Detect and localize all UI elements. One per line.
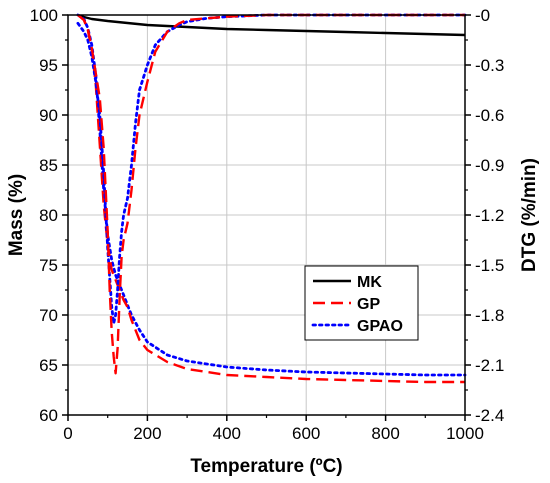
y2-tick-label: -2.4: [475, 406, 504, 425]
y-tick-label: 65: [39, 356, 58, 375]
y2-tick-label: -1.5: [475, 256, 504, 275]
y2-tick-label: -1.2: [475, 206, 504, 225]
x-tick-label: 600: [292, 424, 320, 443]
legend: MK GP GPAO: [304, 265, 419, 341]
y-tick-label: 90: [39, 106, 58, 125]
y2-tick-label: -0.6: [475, 106, 504, 125]
x-tick-label: 200: [133, 424, 161, 443]
x-tick-label: 0: [63, 424, 72, 443]
x-axis-title: Temperature (ºC): [190, 456, 342, 477]
x-tick-label: 1000: [446, 424, 484, 443]
grid: [68, 15, 465, 415]
y2-tick-label: -0.9: [475, 156, 504, 175]
y-tick-label: 70: [39, 306, 58, 325]
axis-ticks: [62, 14, 471, 421]
series-line-gpao-right: [76, 13, 467, 325]
y-tick-label: 60: [39, 406, 58, 425]
y-axis-title: Mass (%): [6, 174, 27, 256]
legend-label-gpao: GPAO: [357, 318, 403, 335]
y2-tick-label: -2.1: [475, 356, 504, 375]
y2-tick-label: -0: [475, 6, 490, 25]
y-tick-label: 80: [39, 206, 58, 225]
y-tick-label: 75: [39, 256, 58, 275]
legend-label-gp: GP: [357, 296, 380, 313]
y-tick-label: 95: [39, 56, 58, 75]
x-tick-label: 800: [371, 424, 399, 443]
tick-labels: 0 200 400 600 800 1000 60 65 70 75 80 85 90 95 100 -2.4…: [30, 6, 505, 443]
y-tick-label: 85: [39, 156, 58, 175]
x-tick-label: 400: [213, 424, 241, 443]
y2-axis-title: DTG (%/min): [519, 158, 540, 272]
series-line-mk-left: [77, 13, 466, 37]
legend-label-mk: MK: [357, 274, 382, 291]
legend-box: [304, 265, 419, 341]
y2-tick-label: -1.8: [475, 306, 504, 325]
y-tick-label: 100: [30, 6, 58, 25]
y2-tick-label: -0.3: [475, 56, 504, 75]
